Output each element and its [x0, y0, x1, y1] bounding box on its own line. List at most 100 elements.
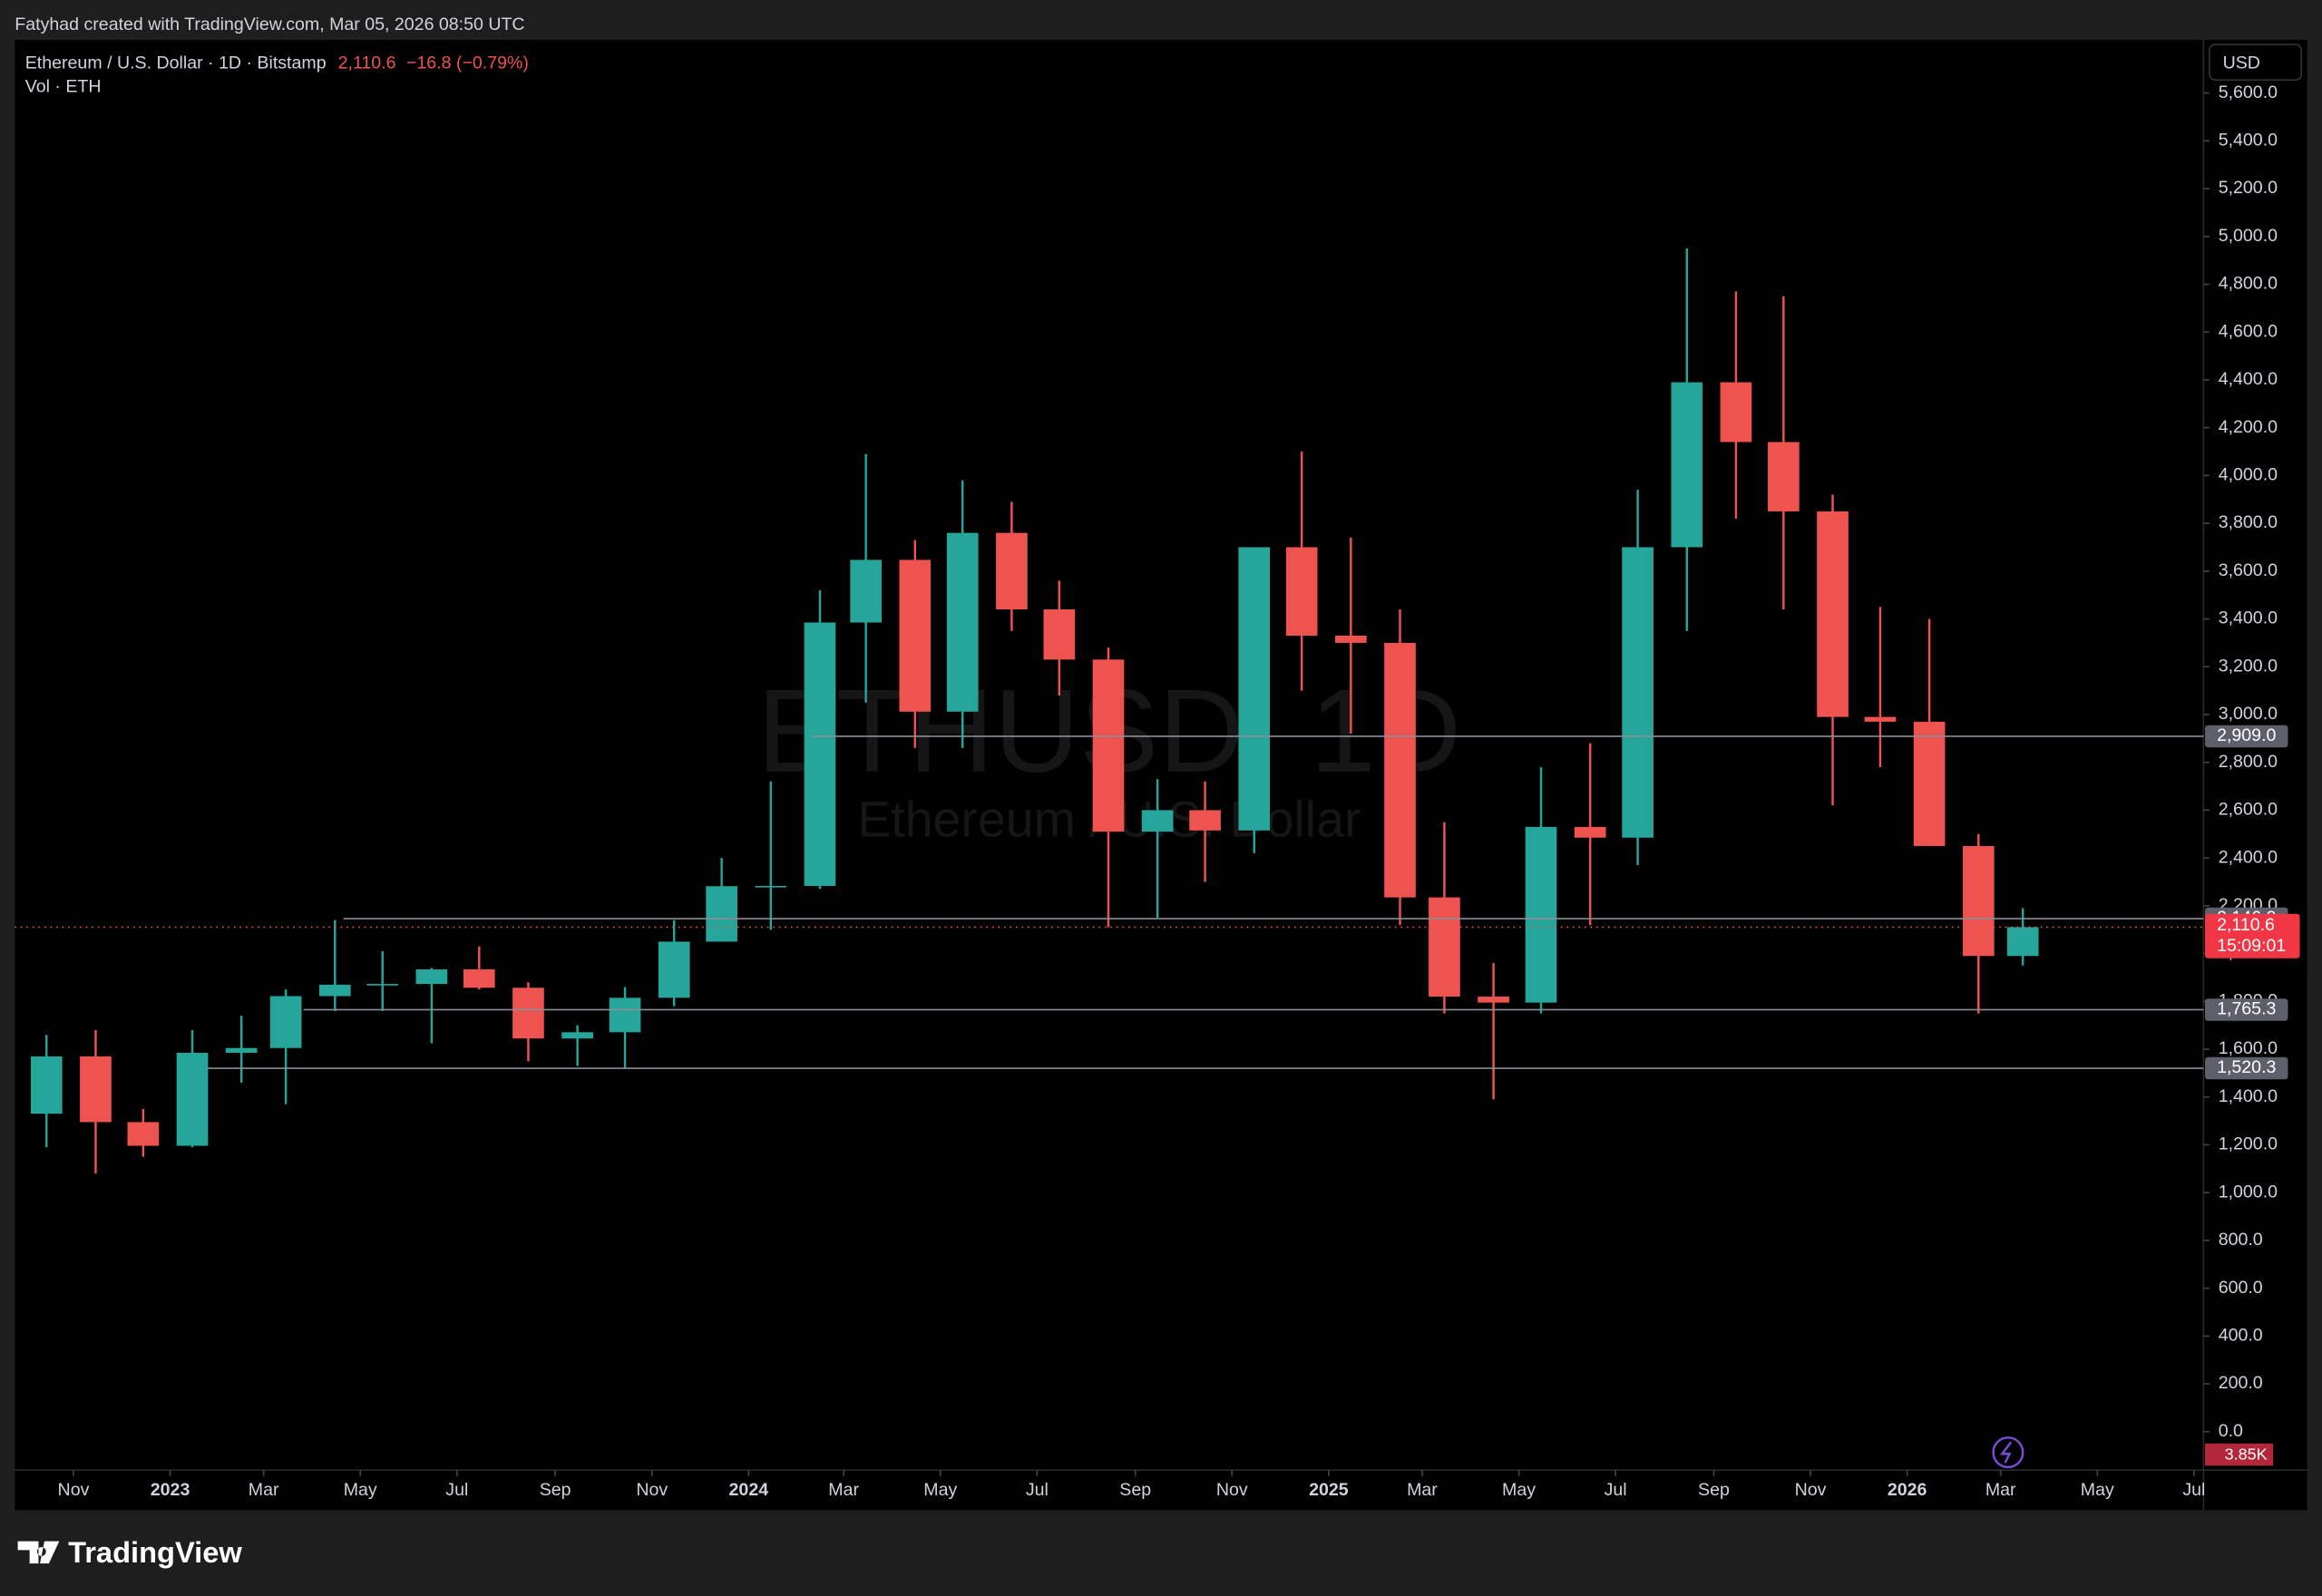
y-tick-label: 1,200.0: [2219, 1134, 2278, 1154]
x-tick-label: 2024: [729, 1480, 769, 1500]
y-tick-label: 5,400.0: [2219, 130, 2278, 150]
candle-body: [1864, 716, 1897, 722]
y-tick-label: 2,400.0: [2219, 847, 2278, 867]
attribution: Fatyhad created with TradingView.com, Ma…: [15, 15, 524, 34]
candle-body: [1574, 826, 1606, 838]
brand-mark: [17, 1541, 60, 1564]
candle-body: [1429, 897, 1460, 998]
y-tick-label: 400.0: [2219, 1326, 2263, 1346]
candle-body: [80, 1056, 112, 1123]
candle-body: [755, 885, 787, 888]
y-tick-label: 3,200.0: [2219, 656, 2278, 676]
candle-body: [318, 984, 351, 997]
y-tick-label: 4,800.0: [2219, 274, 2278, 294]
candle-body: [899, 560, 932, 712]
candle-body: [415, 968, 448, 985]
volume-value: 3.85K: [2225, 1445, 2268, 1464]
candle-body: [127, 1122, 160, 1146]
candle-body: [1092, 659, 1125, 832]
candle-body: [1043, 608, 1076, 660]
assistant-icon-bolt: [1999, 1441, 2013, 1464]
countdown: 15:09:01: [2217, 936, 2286, 956]
y-tick-label: 3,600.0: [2219, 560, 2278, 580]
last-price-box: [2205, 913, 2300, 959]
candle-body: [609, 998, 641, 1033]
candle-body: [512, 988, 544, 1039]
candle-body: [1525, 826, 1557, 1003]
x-tick-label: Sep: [1119, 1480, 1151, 1500]
y-tick-label: 2,800.0: [2219, 752, 2278, 772]
y-tick-label: 1,000.0: [2219, 1182, 2278, 1202]
candle-body: [463, 968, 495, 988]
x-tick-label: 2026: [1888, 1480, 1927, 1500]
candle-body: [804, 622, 836, 886]
y-tick-label: 3,800.0: [2219, 512, 2278, 532]
plot: [30, 248, 2039, 1174]
x-tick-label: 2023: [151, 1480, 190, 1500]
x-tick-label: Jul: [1605, 1480, 1627, 1500]
y-tick-label: 4,000.0: [2219, 465, 2278, 485]
y-tick-label: 5,200.0: [2219, 178, 2278, 198]
candle-body: [946, 532, 979, 712]
last-price-label: 2,110.6: [2217, 915, 2275, 935]
candle-body: [1622, 547, 1654, 838]
x-tick-label: Mar: [249, 1480, 279, 1500]
price-change: −16.8 (−0.79%): [406, 53, 529, 73]
candle-body: [1141, 810, 1174, 832]
x-tick-label: May: [344, 1480, 377, 1500]
y-tick-label: 4,400.0: [2219, 369, 2278, 389]
level-label: 2,909.0: [2217, 725, 2276, 745]
x-tick-label: Nov: [1795, 1480, 1827, 1500]
x-tick-label: Mar: [1985, 1480, 2016, 1500]
x-tick-label: Nov: [58, 1480, 90, 1500]
level-label-box: [2205, 1056, 2288, 1080]
candle-body: [225, 1047, 258, 1053]
y-tick-label: 3,400.0: [2219, 608, 2278, 628]
candle-body: [1671, 382, 1703, 548]
x-tick-label: Jul: [445, 1480, 468, 1500]
candle-body: [1962, 845, 1995, 957]
candle-body: [366, 984, 399, 986]
assistant-icon[interactable]: [1992, 1436, 2024, 1469]
x-tick-label: Nov: [636, 1480, 668, 1500]
x-tick-label: May: [1502, 1480, 1536, 1500]
level-label: 1,520.3: [2217, 1057, 2276, 1077]
currency-button[interactable]: [2209, 44, 2302, 81]
y-tick-label: 1,600.0: [2219, 1038, 2278, 1058]
x-tick-label: May: [923, 1480, 957, 1500]
candle-body: [1720, 382, 1752, 443]
currency[interactable]: USD: [2223, 53, 2260, 73]
candle-body: [1384, 642, 1416, 898]
level-label-box: [2205, 998, 2288, 1021]
candle-body: [176, 1052, 209, 1146]
candle-body: [30, 1056, 63, 1114]
x-tick-label: Mar: [828, 1480, 859, 1500]
candle-body: [1817, 511, 1849, 717]
y-tick-label: 4,200.0: [2219, 417, 2278, 437]
x-tick-label: Jul: [1026, 1480, 1049, 1500]
candle-body: [706, 886, 737, 942]
x-tick-label: May: [2081, 1480, 2114, 1500]
candle-body: [1768, 442, 1800, 511]
x-tick-label: Mar: [1407, 1480, 1438, 1500]
y-tick-label: 4,600.0: [2219, 321, 2278, 341]
x-tick-label: Sep: [1698, 1480, 1730, 1500]
x-tick-label: Nov: [1216, 1480, 1248, 1500]
symbol-title: Ethereum / U.S. Dollar · 1D · Bitstamp: [25, 53, 327, 73]
level-label-box: [2205, 725, 2288, 748]
brand-logo: TradingView: [17, 1535, 242, 1569]
candle-body: [2006, 927, 2039, 957]
candle-body: [561, 1032, 593, 1039]
y-tick-label: 800.0: [2219, 1230, 2263, 1250]
volume-label-box: [2205, 1443, 2274, 1466]
volume-title: Vol · ETH: [25, 76, 102, 96]
candle-body: [1478, 997, 1509, 1003]
candle-body: [850, 560, 882, 623]
candle-body: [1189, 810, 1221, 831]
candle-body: [996, 532, 1028, 609]
candle-body: [1334, 635, 1367, 643]
brand-name: TradingView: [68, 1535, 242, 1569]
y-tick-label: 2,600.0: [2219, 800, 2278, 820]
